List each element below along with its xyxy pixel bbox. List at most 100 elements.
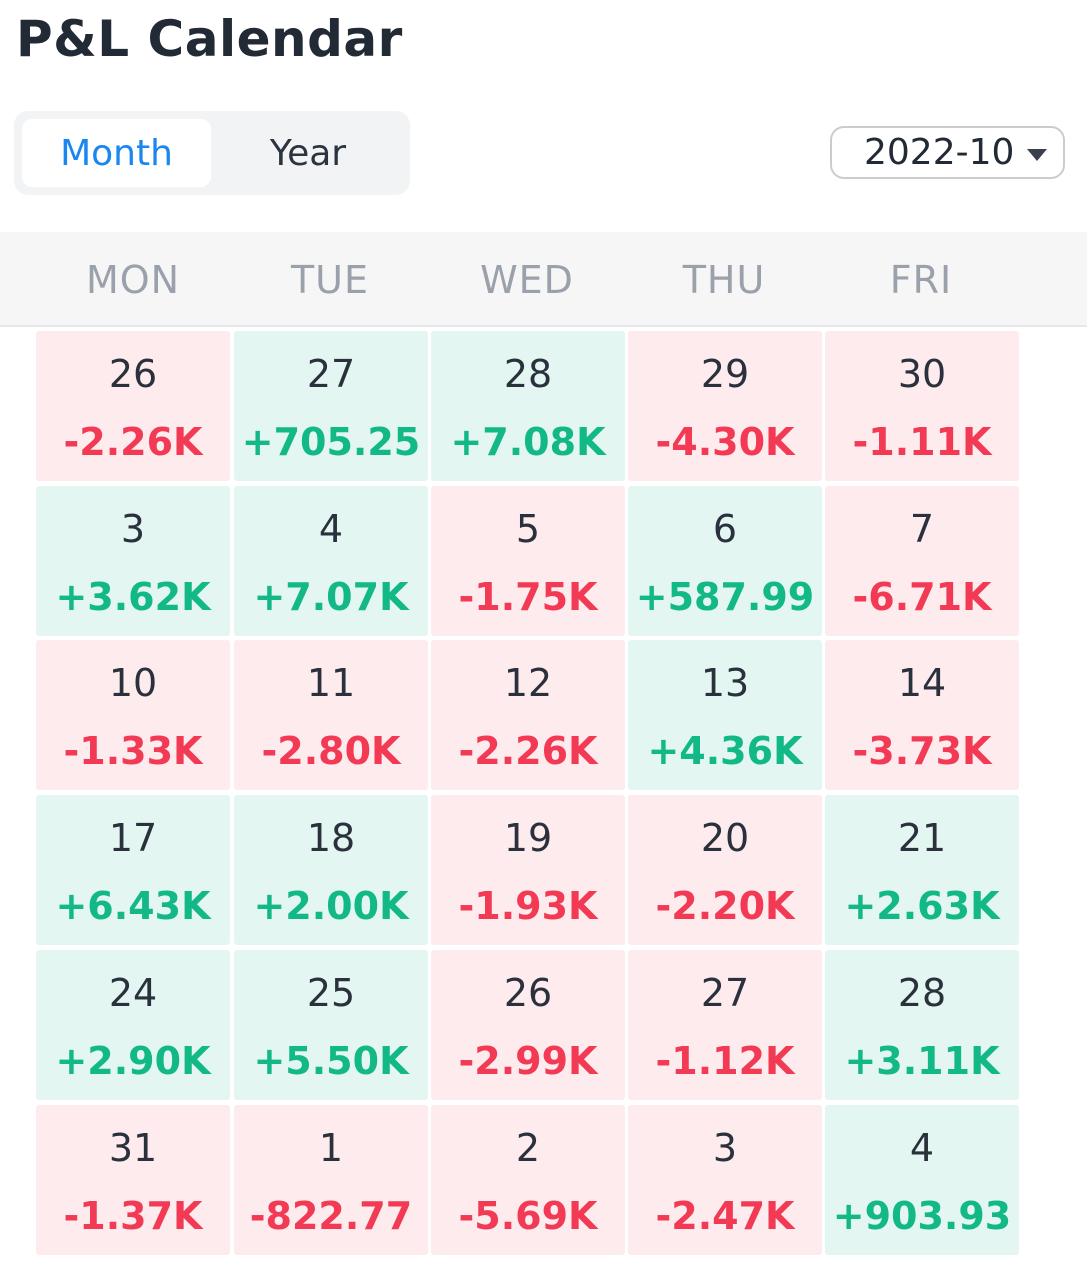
weekday-mon: MON bbox=[85, 258, 181, 302]
day-number: 4 bbox=[318, 507, 344, 551]
day-number: 28 bbox=[897, 971, 947, 1015]
day-number: 24 bbox=[108, 971, 158, 1015]
day-pnl-value: +7.07K bbox=[253, 575, 409, 619]
day-number: 13 bbox=[700, 661, 750, 705]
view-toggle: Month Year bbox=[14, 111, 410, 195]
day-cell[interactable]: 7 -6.71K bbox=[825, 486, 1019, 636]
day-pnl-value: -2.26K bbox=[458, 729, 598, 773]
day-cell[interactable]: 3 +3.62K bbox=[36, 486, 230, 636]
day-pnl-value: -1.11K bbox=[852, 420, 992, 464]
day-pnl-value: -4.30K bbox=[655, 420, 795, 464]
day-pnl-value: +3.11K bbox=[844, 1039, 1000, 1083]
day-number: 19 bbox=[503, 816, 553, 860]
day-cell[interactable]: 3 -2.47K bbox=[628, 1105, 822, 1255]
day-number: 18 bbox=[306, 816, 356, 860]
day-number: 2 bbox=[515, 1126, 541, 1170]
day-number: 6 bbox=[712, 507, 738, 551]
weekday-fri: FRI bbox=[889, 258, 953, 302]
day-pnl-value: -1.93K bbox=[458, 884, 598, 928]
day-number: 26 bbox=[108, 352, 158, 396]
day-pnl-value: +903.93 bbox=[832, 1194, 1012, 1238]
day-cell[interactable]: 5 -1.75K bbox=[431, 486, 625, 636]
day-pnl-value: -822.77 bbox=[249, 1194, 413, 1238]
day-cell[interactable]: 29 -4.30K bbox=[628, 331, 822, 481]
day-cell[interactable]: 28 +7.08K bbox=[431, 331, 625, 481]
weekday-thu: THU bbox=[682, 258, 766, 302]
caret-down-icon bbox=[1027, 149, 1047, 161]
day-pnl-value: +4.36K bbox=[647, 729, 803, 773]
day-cell[interactable]: 19 -1.93K bbox=[431, 795, 625, 945]
day-number: 14 bbox=[897, 661, 947, 705]
day-cell[interactable]: 2 -5.69K bbox=[431, 1105, 625, 1255]
day-number: 31 bbox=[108, 1126, 158, 1170]
day-pnl-value: +705.25 bbox=[241, 420, 421, 464]
day-pnl-value: +7.08K bbox=[450, 420, 606, 464]
day-number: 29 bbox=[700, 352, 750, 396]
day-pnl-value: +2.63K bbox=[844, 884, 1000, 928]
day-pnl-value: -2.26K bbox=[63, 420, 203, 464]
day-number: 3 bbox=[712, 1126, 738, 1170]
day-pnl-value: +2.90K bbox=[55, 1039, 211, 1083]
day-cell[interactable]: 4 +7.07K bbox=[234, 486, 428, 636]
day-pnl-value: -5.69K bbox=[458, 1194, 598, 1238]
day-pnl-value: -1.12K bbox=[655, 1039, 795, 1083]
page-title: P&L Calendar bbox=[16, 10, 403, 68]
day-number: 12 bbox=[503, 661, 553, 705]
day-cell[interactable]: 30 -1.11K bbox=[825, 331, 1019, 481]
day-pnl-value: -6.71K bbox=[852, 575, 992, 619]
day-pnl-value: +2.00K bbox=[253, 884, 409, 928]
day-cell[interactable]: 13 +4.36K bbox=[628, 640, 822, 790]
day-number: 21 bbox=[897, 816, 947, 860]
day-cell[interactable]: 17 +6.43K bbox=[36, 795, 230, 945]
day-number: 27 bbox=[700, 971, 750, 1015]
day-number: 10 bbox=[108, 661, 158, 705]
day-number: 27 bbox=[306, 352, 356, 396]
weekday-header: MON TUE WED THU FRI bbox=[0, 232, 1087, 327]
day-pnl-value: -3.73K bbox=[852, 729, 992, 773]
day-cell[interactable]: 6 +587.99 bbox=[628, 486, 822, 636]
day-cell[interactable]: 27 -1.12K bbox=[628, 950, 822, 1100]
day-pnl-value: -2.47K bbox=[655, 1194, 795, 1238]
day-cell[interactable]: 1 -822.77 bbox=[234, 1105, 428, 1255]
day-pnl-value: +6.43K bbox=[55, 884, 211, 928]
day-cell[interactable]: 27 +705.25 bbox=[234, 331, 428, 481]
month-tab[interactable]: Month bbox=[22, 119, 211, 187]
day-cell[interactable]: 28 +3.11K bbox=[825, 950, 1019, 1100]
day-number: 17 bbox=[108, 816, 158, 860]
month-select-value: 2022-10 bbox=[864, 132, 1015, 173]
day-cell[interactable]: 14 -3.73K bbox=[825, 640, 1019, 790]
day-pnl-value: -2.80K bbox=[261, 729, 401, 773]
day-number: 11 bbox=[306, 661, 356, 705]
day-cell[interactable]: 20 -2.20K bbox=[628, 795, 822, 945]
day-cell[interactable]: 26 -2.99K bbox=[431, 950, 625, 1100]
day-pnl-value: +5.50K bbox=[253, 1039, 409, 1083]
weekday-tue: TUE bbox=[290, 258, 370, 302]
day-pnl-value: -2.20K bbox=[655, 884, 795, 928]
day-pnl-value: +587.99 bbox=[635, 575, 815, 619]
month-select[interactable]: 2022-10 bbox=[830, 126, 1065, 179]
year-tab[interactable]: Year bbox=[269, 132, 347, 174]
day-number: 28 bbox=[503, 352, 553, 396]
day-pnl-value: -2.99K bbox=[458, 1039, 598, 1083]
day-number: 3 bbox=[120, 507, 146, 551]
day-cell[interactable]: 31 -1.37K bbox=[36, 1105, 230, 1255]
day-cell[interactable]: 25 +5.50K bbox=[234, 950, 428, 1100]
day-cell[interactable]: 18 +2.00K bbox=[234, 795, 428, 945]
day-number: 1 bbox=[318, 1126, 344, 1170]
day-number: 5 bbox=[515, 507, 541, 551]
day-cell[interactable]: 12 -2.26K bbox=[431, 640, 625, 790]
day-pnl-value: +3.62K bbox=[55, 575, 211, 619]
day-cell[interactable]: 21 +2.63K bbox=[825, 795, 1019, 945]
day-cell[interactable]: 10 -1.33K bbox=[36, 640, 230, 790]
day-cell[interactable]: 11 -2.80K bbox=[234, 640, 428, 790]
day-pnl-value: -1.33K bbox=[63, 729, 203, 773]
day-pnl-value: -1.75K bbox=[458, 575, 598, 619]
day-cell[interactable]: 26 -2.26K bbox=[36, 331, 230, 481]
day-number: 20 bbox=[700, 816, 750, 860]
day-number: 25 bbox=[306, 971, 356, 1015]
day-cell[interactable]: 24 +2.90K bbox=[36, 950, 230, 1100]
day-cell[interactable]: 4 +903.93 bbox=[825, 1105, 1019, 1255]
day-pnl-value: -1.37K bbox=[63, 1194, 203, 1238]
weekday-wed: WED bbox=[480, 258, 574, 302]
day-number: 7 bbox=[909, 507, 935, 551]
